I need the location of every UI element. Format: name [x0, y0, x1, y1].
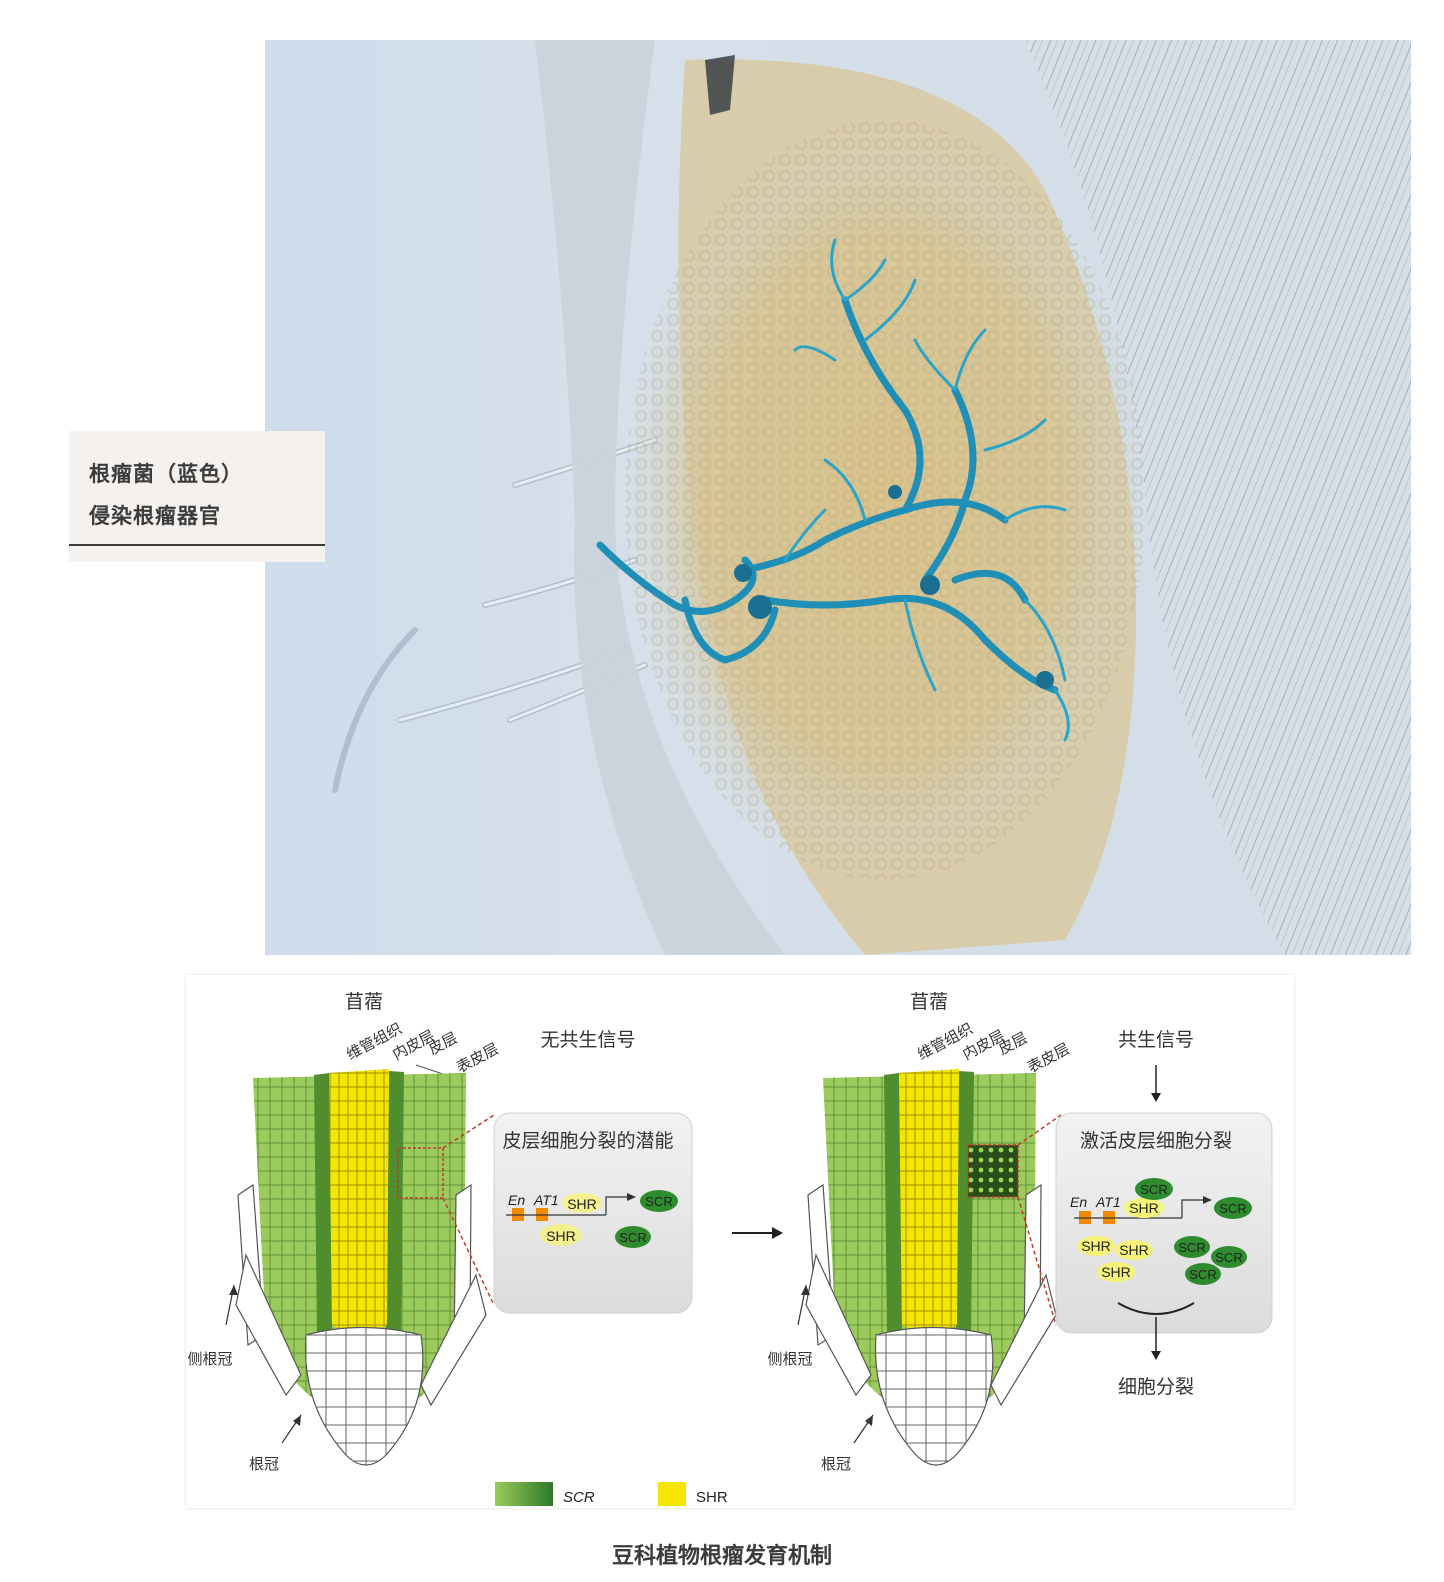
figure-caption: 豆科植物根瘤发育机制: [611, 1544, 832, 1569]
label-line-1: 根瘤菌（蓝色）: [89, 462, 243, 486]
right-shr-4: SHR: [1101, 1264, 1131, 1280]
left-gene-at1: AT1: [533, 1192, 559, 1208]
micrograph-label-card: 根瘤菌（蓝色） 侵染根瘤器官: [69, 431, 325, 562]
left-scr-2: SCR: [619, 1230, 646, 1245]
right-gene-at1: AT1: [1095, 1194, 1121, 1210]
mechanism-diagram: 苜蓿 维管组织 内皮层 皮层 表皮层 无共生信号: [186, 975, 1294, 1508]
right-shr-3: SHR: [1119, 1242, 1149, 1258]
left-cortex-highlight: [397, 1147, 444, 1199]
left-root-cap-label: 根冠: [249, 1455, 279, 1473]
legend-shr-swatch: [658, 1482, 686, 1506]
right-scr-3: SCR: [1178, 1240, 1205, 1255]
left-species-label: 苜蓿: [345, 991, 383, 1013]
left-signal-label: 无共生信号: [540, 1029, 635, 1051]
right-lateral-root-cap-label: 侧根冠: [767, 1350, 812, 1368]
left-panel: 苜蓿 维管组织 内皮层 皮层 表皮层 无共生信号: [187, 991, 693, 1473]
right-shr-1: SHR: [1129, 1200, 1159, 1216]
left-lateral-root-cap-label: 侧根冠: [187, 1350, 232, 1368]
right-box-title: 激活皮层细胞分裂: [1080, 1130, 1232, 1152]
right-gene-en: En: [1070, 1194, 1087, 1210]
right-panel: 苜蓿 维管组织 内皮层 皮层 表皮层 共生信号: [767, 991, 1273, 1473]
right-scr-2: SCR: [1219, 1201, 1246, 1216]
legend-scr-swatch: [495, 1482, 553, 1506]
label-line-2: 侵染根瘤器官: [89, 504, 221, 528]
micrograph-image: [265, 40, 1411, 955]
left-epidermis-label: 表皮层: [453, 1040, 501, 1077]
right-signal-label: 共生信号: [1118, 1029, 1194, 1051]
right-result-label: 细胞分裂: [1118, 1376, 1194, 1398]
left-gene-en: En: [508, 1192, 525, 1208]
legend-scr-label: SCR: [563, 1489, 595, 1506]
left-shr-1: SHR: [567, 1196, 597, 1212]
left-info-box: [493, 1112, 693, 1314]
right-dividing-cells: [967, 1144, 1019, 1198]
right-scr-1: SCR: [1140, 1182, 1167, 1197]
left-shr-2: SHR: [546, 1228, 576, 1244]
right-shr-2: SHR: [1081, 1238, 1111, 1254]
right-species-label: 苜蓿: [910, 991, 948, 1013]
left-scr-1: SCR: [645, 1194, 672, 1209]
right-scr-4: SCR: [1215, 1250, 1242, 1265]
right-epidermis-label: 表皮层: [1024, 1040, 1072, 1077]
left-box-title: 皮层细胞分裂的潜能: [502, 1130, 673, 1152]
right-root-cap-label: 根冠: [821, 1455, 851, 1473]
label-underline: [69, 544, 325, 546]
legend-shr-label: SHR: [696, 1489, 728, 1506]
right-scr-5: SCR: [1189, 1267, 1216, 1282]
